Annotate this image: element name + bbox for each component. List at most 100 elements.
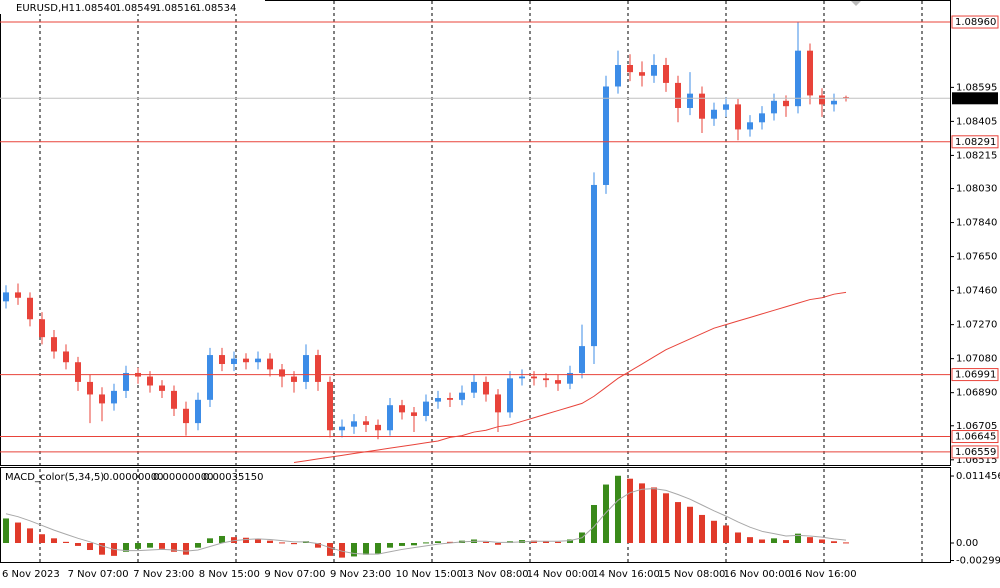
x-tick-label: 14 Nov 16:00 bbox=[592, 569, 659, 580]
macd-bar bbox=[267, 540, 273, 543]
header-bg bbox=[0, 0, 265, 14]
level-label: 1.06559 bbox=[955, 447, 996, 458]
candle-body bbox=[363, 421, 369, 425]
candle-body bbox=[27, 297, 33, 320]
y-tick-label: 1.06890 bbox=[956, 388, 997, 399]
macd-bar bbox=[699, 514, 705, 543]
macd-bar bbox=[219, 535, 225, 543]
candle-body bbox=[255, 358, 261, 363]
candle-body bbox=[555, 380, 561, 384]
x-tick-label: 7 Nov 07:00 bbox=[68, 569, 129, 580]
candle-body bbox=[51, 337, 57, 352]
macd-bar bbox=[123, 543, 129, 552]
candle-body bbox=[471, 381, 477, 393]
candle-body bbox=[15, 292, 21, 298]
candle-body bbox=[87, 381, 93, 395]
macd-bar bbox=[51, 538, 57, 543]
candle-body bbox=[711, 109, 717, 119]
macd-bar bbox=[807, 537, 813, 543]
macd-bar bbox=[135, 543, 141, 549]
candle-body bbox=[207, 355, 213, 400]
macd-bar bbox=[687, 506, 693, 543]
macd-bar bbox=[447, 541, 453, 543]
macd-bar bbox=[819, 539, 825, 543]
macd-bar bbox=[159, 543, 165, 549]
macd-bar bbox=[195, 543, 201, 548]
level-tag bbox=[951, 445, 999, 459]
candle-body bbox=[303, 355, 309, 382]
candle-body bbox=[3, 292, 9, 302]
scroll-marker bbox=[851, 1, 861, 6]
candle-body bbox=[123, 372, 129, 391]
candle-body bbox=[507, 378, 513, 413]
y-tick-label: 1.08595 bbox=[956, 82, 997, 93]
candle-body bbox=[459, 392, 465, 400]
level-tag bbox=[951, 368, 999, 382]
candle-body bbox=[651, 64, 657, 76]
ohlc-low: 1.08516 bbox=[155, 3, 196, 14]
macd-bar bbox=[27, 528, 33, 543]
price-frame bbox=[0, 0, 951, 466]
macd-bar bbox=[243, 537, 249, 543]
candle-body bbox=[315, 355, 321, 382]
macd-bar bbox=[315, 543, 321, 548]
candle-body bbox=[759, 113, 765, 123]
candle-body bbox=[747, 122, 753, 130]
macd-value: 0.00035150 bbox=[203, 472, 263, 483]
macd-bar bbox=[639, 483, 645, 543]
macd-bar bbox=[759, 539, 765, 543]
candle-body bbox=[39, 319, 45, 338]
macd-bar bbox=[387, 543, 393, 548]
macd-bar bbox=[351, 543, 357, 557]
level-label: 1.06645 bbox=[955, 432, 996, 443]
x-tick-label: 14 Nov 00:00 bbox=[527, 569, 594, 580]
x-tick-label: 9 Nov 07:00 bbox=[264, 569, 325, 580]
y-tick-label: 1.07650 bbox=[956, 252, 997, 263]
macd-bar bbox=[327, 543, 333, 556]
macd-value: 0.00000000 bbox=[153, 472, 213, 483]
candle-body bbox=[591, 184, 597, 347]
macd-bar bbox=[291, 543, 297, 545]
macd-bar bbox=[363, 543, 369, 555]
candle-body bbox=[195, 399, 201, 424]
candle-body bbox=[639, 72, 645, 76]
x-tick-label: 8 Nov 15:00 bbox=[199, 569, 260, 580]
macd-y-tick-label: 0.00 bbox=[956, 538, 978, 549]
candle-body bbox=[567, 372, 573, 384]
macd-value: 0.00000000 bbox=[103, 472, 163, 483]
candle-body bbox=[531, 376, 537, 379]
level-label: 1.06991 bbox=[955, 370, 996, 381]
macd-bar bbox=[627, 478, 633, 543]
macd-bar bbox=[711, 520, 717, 543]
x-tick-label: 15 Nov 08:00 bbox=[658, 569, 725, 580]
candle-body bbox=[327, 381, 333, 431]
x-tick-label: 16 Nov 16:00 bbox=[789, 569, 856, 580]
candle-body bbox=[159, 385, 165, 391]
y-tick-label: 1.07080 bbox=[956, 354, 997, 365]
x-tick-label: 13 Nov 08:00 bbox=[461, 569, 528, 580]
macd-bar bbox=[735, 532, 741, 543]
macd-bar bbox=[783, 540, 789, 543]
macd-bar bbox=[531, 540, 537, 543]
candle-body bbox=[231, 358, 237, 365]
candle-body bbox=[807, 50, 813, 96]
candle-body bbox=[111, 390, 117, 404]
macd-bar bbox=[375, 543, 381, 554]
y-tick-label: 1.07840 bbox=[956, 218, 997, 229]
ohlc-close: 1.08534 bbox=[195, 3, 236, 14]
candle-body bbox=[483, 381, 489, 395]
macd-bar bbox=[435, 541, 441, 543]
macd-bar bbox=[231, 537, 237, 543]
candle-body bbox=[519, 376, 525, 379]
candle-body bbox=[603, 86, 609, 185]
moving-average bbox=[293, 291, 847, 463]
candle-body bbox=[291, 376, 297, 382]
macd-bar bbox=[207, 538, 213, 543]
candle-body bbox=[279, 369, 285, 377]
macd-bar bbox=[483, 541, 489, 543]
macd-bar bbox=[771, 538, 777, 543]
x-tick-label: 7 Nov 23:00 bbox=[133, 569, 194, 580]
macd-y-tick-label: 0.0114563 bbox=[956, 471, 1000, 482]
level-tag bbox=[951, 430, 999, 444]
level-label: 1.08291 bbox=[955, 137, 996, 148]
